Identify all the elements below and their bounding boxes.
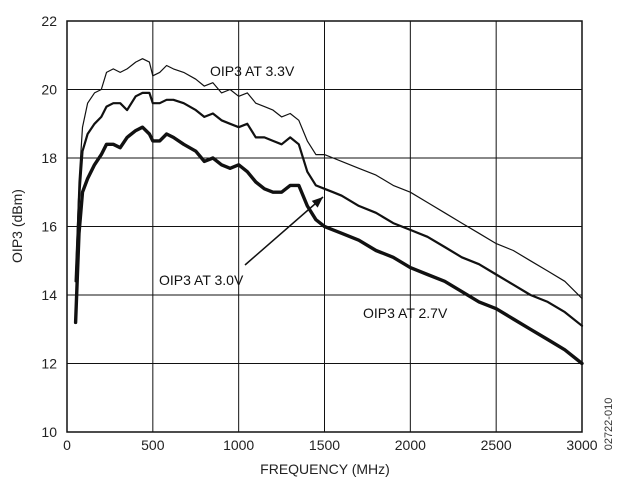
series-line-2 xyxy=(74,91,584,327)
x-tick-label: 1000 xyxy=(223,437,254,453)
chart-annotations: OIP3 AT 3.3V OIP3 AT 3.0V OIP3 AT 2.7V xyxy=(159,63,448,321)
series-annotation-2: OIP3 AT 3.0V xyxy=(159,272,244,288)
x-tick-label: 2500 xyxy=(481,437,512,453)
y-tick-label: 16 xyxy=(41,219,57,235)
y-tick-label: 14 xyxy=(41,287,57,303)
y-tick-label: 20 xyxy=(41,82,57,98)
y-tick-label: 22 xyxy=(41,13,57,29)
y-tick-label: 12 xyxy=(41,356,57,372)
x-tick-label: 2000 xyxy=(395,437,426,453)
y-tick-label: 18 xyxy=(41,150,57,166)
x-axis-label: FREQUENCY (MHz) xyxy=(260,461,390,477)
annotation-arrow-shaft xyxy=(244,196,324,266)
chart-grid xyxy=(66,20,583,433)
x-tick-label: 500 xyxy=(141,437,165,453)
chart-series xyxy=(73,58,584,366)
x-tick-label: 0 xyxy=(63,437,71,453)
chart-tick-labels: 0 500 1000 1500 2000 2500 3000 10 12 14 16 18 20 22 xyxy=(41,13,597,453)
x-tick-label: 1500 xyxy=(309,437,340,453)
y-axis-label: OIP3 (dBm) xyxy=(9,189,25,263)
annotation-arrow-head xyxy=(311,197,323,208)
series-line-3 xyxy=(73,125,584,366)
series-annotation-3: OIP3 AT 2.7V xyxy=(363,305,448,321)
x-tick-label: 3000 xyxy=(566,437,597,453)
series-annotation-1: OIP3 AT 3.3V xyxy=(210,63,295,79)
y-tick-label: 10 xyxy=(41,424,57,440)
series-line-1 xyxy=(74,58,583,299)
figure-id: 02722-010 xyxy=(603,398,615,451)
